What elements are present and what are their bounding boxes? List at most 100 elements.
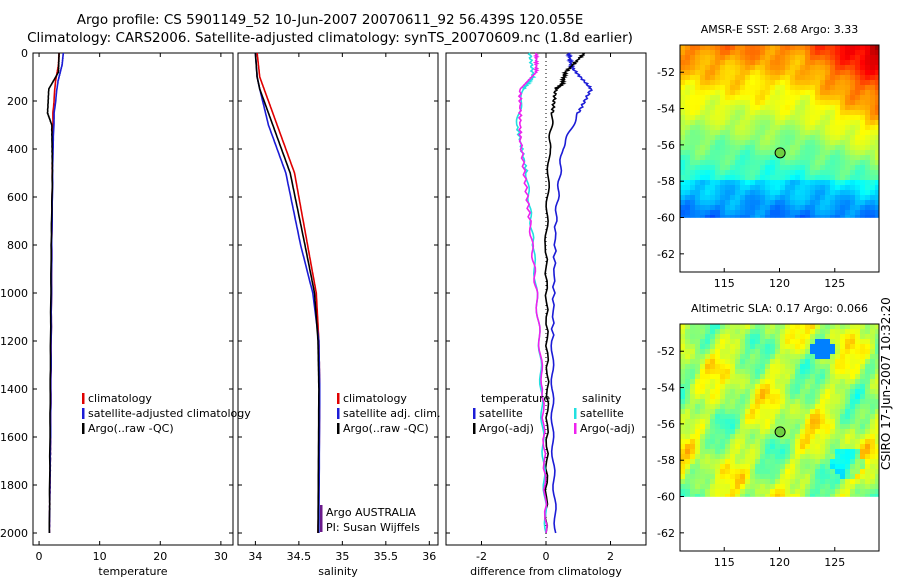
map-cell — [775, 419, 781, 425]
map-cell — [785, 115, 791, 121]
map-cell — [680, 469, 686, 475]
map-cell — [745, 404, 751, 410]
map-cell — [685, 429, 691, 435]
map-cell — [700, 344, 706, 350]
map-cell — [715, 429, 721, 435]
map-cell — [765, 399, 771, 405]
map-cell — [790, 70, 796, 76]
map-cell — [760, 215, 766, 218]
map-cell — [730, 145, 736, 151]
map-cell — [815, 434, 821, 440]
map-cell — [755, 489, 761, 495]
map-cell — [840, 464, 846, 470]
map-cell — [685, 145, 691, 151]
map-cell — [785, 479, 791, 485]
map-cell — [865, 464, 871, 470]
map-cell — [735, 195, 741, 201]
map-cell — [820, 180, 826, 186]
map-cell — [795, 449, 801, 455]
map-cell — [695, 125, 701, 131]
map-cell — [875, 479, 880, 485]
map-cell — [825, 140, 831, 146]
x-tick-label: 34 — [248, 550, 262, 563]
map-cell — [765, 439, 771, 445]
map-cell — [730, 110, 736, 116]
map-cell — [740, 324, 746, 330]
map-cell — [870, 160, 876, 166]
map-cell — [685, 344, 691, 350]
map-cell — [745, 110, 751, 116]
map-cell — [870, 90, 876, 96]
map-cell — [815, 489, 821, 495]
map-cell — [860, 399, 866, 405]
map-cell — [700, 95, 706, 101]
map-cell — [730, 160, 736, 166]
map-cell — [715, 160, 721, 166]
map-cell — [795, 135, 801, 141]
map-cell — [695, 80, 701, 86]
map-cell — [845, 434, 851, 440]
map-cell — [775, 95, 781, 101]
map-cell — [835, 45, 841, 51]
map-cell — [860, 329, 866, 335]
map-cell — [805, 170, 811, 176]
map-cell — [835, 120, 841, 126]
map-cell — [875, 469, 880, 475]
map-cell — [760, 105, 766, 111]
map-cell — [750, 359, 756, 365]
map-cell — [830, 339, 836, 345]
map-cell — [810, 394, 816, 400]
map-cell — [685, 379, 691, 385]
map-cell — [715, 394, 721, 400]
map-cell — [855, 115, 861, 121]
map-cell — [800, 399, 806, 405]
map-cell — [795, 344, 801, 350]
map-cell — [725, 60, 731, 66]
map-cell — [840, 105, 846, 111]
map-cell — [695, 334, 701, 340]
map-cell — [705, 474, 711, 480]
map-cell — [770, 165, 776, 171]
map-cell — [765, 409, 771, 415]
map-cell — [770, 354, 776, 360]
legend-swatch — [82, 423, 85, 434]
map-cell — [785, 324, 791, 330]
map-cell — [700, 349, 706, 355]
map-cell — [810, 334, 816, 340]
map-cell — [735, 120, 741, 126]
map-cell — [740, 110, 746, 116]
map-cell — [740, 205, 746, 211]
map-cell — [700, 414, 706, 420]
map-cell — [690, 379, 696, 385]
map-cell — [760, 110, 766, 116]
map-cell — [760, 404, 766, 410]
map-cell — [750, 474, 756, 480]
map-cell — [840, 364, 846, 370]
map-cell — [810, 464, 816, 470]
map-cell — [690, 439, 696, 445]
map-cell — [815, 439, 821, 445]
map-cell — [770, 200, 776, 206]
map-cell — [860, 364, 866, 370]
map-cell — [845, 145, 851, 151]
map-cell — [700, 394, 706, 400]
map-cell — [875, 145, 880, 151]
map-cell — [790, 324, 796, 330]
x-tick-label: -2 — [476, 550, 487, 563]
map-cell — [855, 175, 861, 181]
map-cell — [685, 449, 691, 455]
map-cell — [790, 55, 796, 61]
map-cell — [720, 434, 726, 440]
map-cell — [715, 185, 721, 191]
map-cell — [820, 195, 826, 201]
map-cell — [825, 215, 831, 218]
map-cell — [740, 200, 746, 206]
map-cell — [840, 115, 846, 121]
map-cell — [785, 379, 791, 385]
map-cell — [845, 120, 851, 126]
map-cell — [825, 185, 831, 191]
map-cell — [680, 180, 686, 186]
map-cell — [815, 354, 821, 360]
map-cell — [685, 359, 691, 365]
